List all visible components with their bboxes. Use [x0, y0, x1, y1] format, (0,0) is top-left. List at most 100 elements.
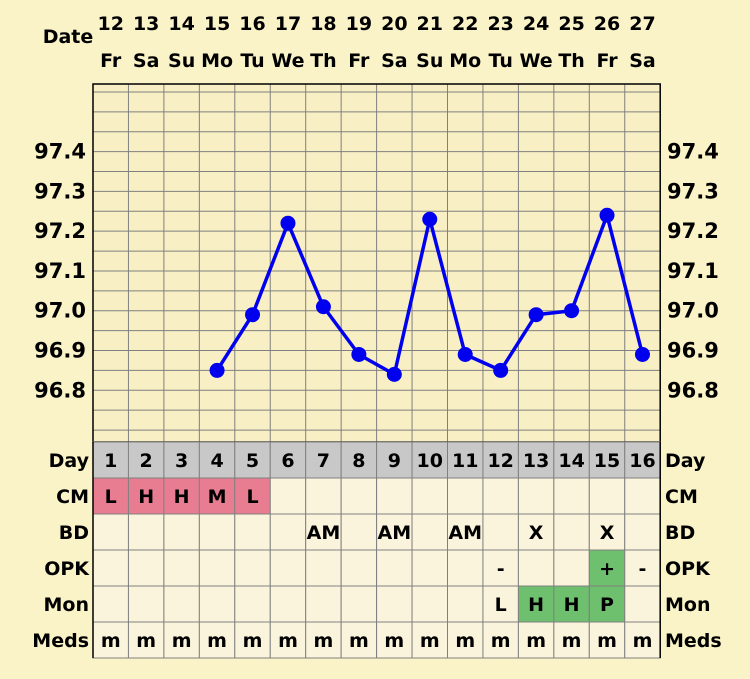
weekday: Th: [558, 50, 585, 72]
temperature-series: [209, 207, 650, 382]
table-cell-text: 7: [317, 450, 330, 472]
table-cell-text: 10: [417, 450, 443, 472]
table-cell-text: m: [597, 630, 617, 652]
date-label: Date: [43, 26, 94, 48]
table-cell: [163, 585, 200, 623]
table-cell: [376, 477, 413, 515]
table-cell: [340, 585, 378, 623]
table-cell: [447, 585, 484, 623]
weekday: Tu: [240, 50, 264, 72]
table-cell: [447, 513, 484, 551]
ytick-right: 96.9: [667, 339, 719, 363]
date-number: 24: [523, 13, 549, 35]
table-cell: [234, 549, 271, 587]
table-cell-text: L: [105, 486, 117, 508]
table-cell: [92, 585, 129, 623]
table-cell: [624, 585, 661, 623]
table-cell: [553, 585, 590, 623]
table-cell: [482, 585, 519, 623]
table-cell-text: m: [314, 630, 334, 652]
table-cell-text: X: [529, 522, 544, 544]
table-cell-text: -: [639, 558, 647, 580]
table-cell: [305, 549, 342, 587]
table-cell-text: H: [564, 594, 580, 616]
table-cell-text: m: [136, 630, 156, 652]
table-cell: [588, 513, 626, 551]
table-cell-text: m: [172, 630, 192, 652]
table-cell: [447, 549, 484, 587]
table-cell-text: 11: [452, 450, 478, 472]
table-cell: [588, 477, 626, 515]
temperature-point: [245, 307, 261, 323]
row-label-left: BD: [59, 522, 89, 544]
date-number: 22: [452, 13, 478, 35]
ytick-right: 96.8: [667, 378, 719, 402]
table-cell: [411, 585, 448, 623]
ytick-right: 97.3: [667, 179, 719, 203]
grid: [92, 83, 661, 443]
table-cell-text: m: [633, 630, 653, 652]
weekday: Th: [310, 50, 337, 72]
date-number: 25: [558, 13, 584, 35]
table-cell-text: m: [101, 630, 121, 652]
table-cell-text: 16: [629, 450, 655, 472]
table-cell: [588, 621, 626, 659]
table-cell: [447, 477, 484, 515]
table-cell: [163, 549, 200, 587]
table-cell: [517, 549, 555, 587]
table-cell: [234, 513, 271, 551]
row-label-right: Meds: [665, 630, 722, 652]
row-label-left: OPK: [44, 558, 90, 580]
table-cell-text: m: [384, 630, 404, 652]
temperature-point: [280, 215, 296, 231]
ytick-left: 97.4: [34, 140, 86, 164]
table-cell-text: m: [526, 630, 546, 652]
table-cell-text: m: [349, 630, 369, 652]
table-cell: [553, 477, 590, 515]
table-cell-text: 14: [558, 450, 584, 472]
table-cell-text: m: [491, 630, 511, 652]
table-cell: [376, 549, 413, 587]
table-cell-text: 13: [523, 450, 549, 472]
table-cell: [482, 621, 519, 659]
table-cell-text: 8: [352, 450, 365, 472]
table-cell: [624, 513, 661, 551]
table-cell: [447, 621, 484, 659]
temperature-point: [493, 362, 509, 378]
date-number: 15: [204, 13, 230, 35]
temperature-point: [634, 346, 650, 362]
temperature-point: [422, 211, 438, 227]
table-cell: [411, 621, 448, 659]
table-cell: [340, 513, 378, 551]
row-label-left: Meds: [32, 630, 89, 652]
table-cell: [92, 477, 129, 515]
date-number: 12: [97, 13, 123, 35]
table-cell: [269, 549, 307, 587]
table-cell: [411, 513, 448, 551]
table-cell-text: +: [599, 558, 615, 580]
table-cell: [447, 441, 484, 479]
table-cell: [234, 585, 271, 623]
weekday: Su: [416, 50, 443, 72]
weekday: We: [271, 50, 304, 72]
table-cell: [624, 549, 661, 587]
table-cell-text: 3: [175, 450, 188, 472]
ytick-right: 97.0: [667, 299, 719, 323]
date-number: 13: [133, 13, 159, 35]
temperature-point: [457, 346, 473, 362]
table-cell: [624, 441, 661, 479]
table-cell-text: P: [600, 594, 614, 616]
table-cell-text: m: [420, 630, 440, 652]
weekday: Su: [168, 50, 195, 72]
table-cell: [127, 513, 165, 551]
table-cell-text: 15: [594, 450, 620, 472]
table-cell: [553, 513, 590, 551]
table-cell-text: m: [562, 630, 582, 652]
weekday: Fr: [596, 50, 618, 72]
table-cell: [340, 621, 378, 659]
weekday: Mo: [449, 50, 481, 72]
table-cell: [482, 477, 519, 515]
row-label-right: Day: [665, 450, 706, 472]
ytick-left: 96.8: [34, 378, 86, 402]
